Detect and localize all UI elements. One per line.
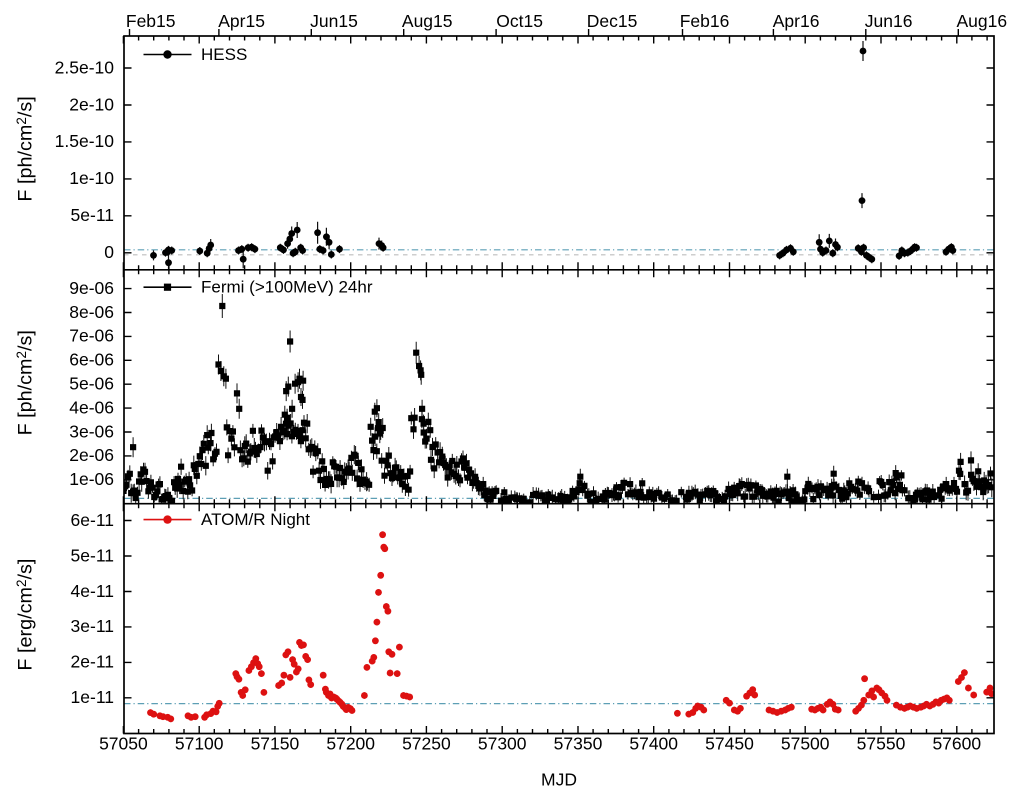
svg-text:3e-11: 3e-11: [71, 616, 114, 636]
svg-text:6e-11: 6e-11: [71, 510, 114, 530]
svg-text:57250: 57250: [402, 734, 451, 754]
svg-text:6e-06: 6e-06: [69, 350, 114, 370]
svg-text:Jun15: Jun15: [310, 11, 358, 31]
svg-text:F [ph/cm2/s]: F [ph/cm2/s]: [14, 96, 37, 201]
svg-text:57500: 57500: [781, 734, 830, 754]
svg-text:1.5e-10: 1.5e-10: [55, 131, 115, 151]
svg-text:4e-11: 4e-11: [71, 581, 114, 601]
svg-text:5e-06: 5e-06: [69, 374, 114, 394]
svg-text:2e-06: 2e-06: [69, 445, 114, 465]
svg-text:57550: 57550: [857, 734, 906, 754]
svg-text:F [erg/cm2/s]: F [erg/cm2/s]: [14, 559, 37, 671]
svg-text:ATOM/R Night: ATOM/R Night: [201, 510, 310, 529]
svg-text:57400: 57400: [629, 734, 678, 754]
svg-text:1e-11: 1e-11: [71, 687, 114, 707]
svg-text:2.5e-10: 2.5e-10: [55, 57, 115, 77]
svg-text:Feb15: Feb15: [126, 11, 176, 31]
svg-text:HESS: HESS: [201, 45, 247, 64]
svg-text:7e-06: 7e-06: [69, 326, 114, 346]
svg-text:57200: 57200: [326, 734, 375, 754]
svg-text:Apr15: Apr15: [218, 11, 265, 31]
svg-text:F [ph/cm2/s]: F [ph/cm2/s]: [14, 330, 37, 435]
svg-text:1e-10: 1e-10: [69, 168, 114, 188]
svg-text:Aug15: Aug15: [402, 11, 453, 31]
svg-text:Dec15: Dec15: [587, 11, 638, 31]
svg-text:57450: 57450: [705, 734, 754, 754]
svg-text:2e-10: 2e-10: [69, 94, 114, 114]
svg-text:4e-06: 4e-06: [69, 397, 114, 417]
svg-text:Fermi (>100MeV) 24hr: Fermi (>100MeV) 24hr: [201, 278, 373, 297]
svg-text:Apr16: Apr16: [773, 11, 820, 31]
svg-text:Aug16: Aug16: [956, 11, 1007, 31]
svg-text:9e-06: 9e-06: [69, 278, 114, 298]
svg-text:5e-11: 5e-11: [71, 545, 114, 565]
svg-text:Oct15: Oct15: [496, 11, 543, 31]
svg-text:Feb16: Feb16: [680, 11, 730, 31]
svg-text:57600: 57600: [932, 734, 981, 754]
svg-text:5e-11: 5e-11: [71, 205, 114, 225]
svg-text:1e-06: 1e-06: [69, 469, 114, 489]
svg-text:57350: 57350: [554, 734, 603, 754]
svg-text:Jun16: Jun16: [865, 11, 913, 31]
svg-text:57050: 57050: [99, 734, 148, 754]
svg-text:MJD: MJD: [541, 770, 577, 790]
svg-text:3e-06: 3e-06: [69, 421, 114, 441]
svg-text:2e-11: 2e-11: [71, 652, 114, 672]
svg-text:8e-06: 8e-06: [69, 302, 114, 322]
svg-text:57300: 57300: [478, 734, 527, 754]
svg-text:57150: 57150: [251, 734, 300, 754]
svg-text:0: 0: [104, 242, 114, 262]
svg-text:57100: 57100: [175, 734, 224, 754]
